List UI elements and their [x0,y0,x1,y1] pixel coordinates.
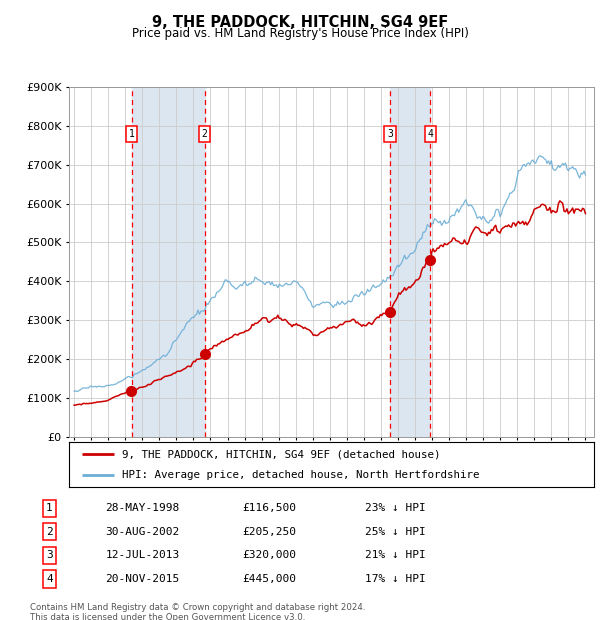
Text: £116,500: £116,500 [242,503,296,513]
Text: £445,000: £445,000 [242,574,296,584]
Text: 3: 3 [387,129,393,139]
Text: 23% ↓ HPI: 23% ↓ HPI [365,503,425,513]
Text: 4: 4 [46,574,53,584]
Text: 2: 2 [202,129,208,139]
Text: £205,250: £205,250 [242,527,296,537]
Text: Contains HM Land Registry data © Crown copyright and database right 2024.
This d: Contains HM Land Registry data © Crown c… [30,603,365,620]
Text: 1: 1 [129,129,134,139]
Text: 2: 2 [46,527,53,537]
Text: £320,000: £320,000 [242,551,296,560]
Text: 17% ↓ HPI: 17% ↓ HPI [365,574,425,584]
Bar [132,87,205,437]
Text: 28-MAY-1998: 28-MAY-1998 [106,503,179,513]
Text: HPI: Average price, detached house, North Hertfordshire: HPI: Average price, detached house, Nort… [121,469,479,480]
Text: Price paid vs. HM Land Registry's House Price Index (HPI): Price paid vs. HM Land Registry's House … [131,27,469,40]
Text: 25% ↓ HPI: 25% ↓ HPI [365,527,425,537]
Text: 9, THE PADDOCK, HITCHIN, SG4 9EF: 9, THE PADDOCK, HITCHIN, SG4 9EF [152,15,448,30]
Text: 30-AUG-2002: 30-AUG-2002 [106,527,179,537]
Text: 1: 1 [46,503,53,513]
Text: 21% ↓ HPI: 21% ↓ HPI [365,551,425,560]
Text: 12-JUL-2013: 12-JUL-2013 [106,551,179,560]
Bar [390,87,430,437]
Text: 9, THE PADDOCK, HITCHIN, SG4 9EF (detached house): 9, THE PADDOCK, HITCHIN, SG4 9EF (detach… [121,449,440,459]
Text: 20-NOV-2015: 20-NOV-2015 [106,574,179,584]
Text: 4: 4 [427,129,433,139]
Text: 3: 3 [46,551,53,560]
